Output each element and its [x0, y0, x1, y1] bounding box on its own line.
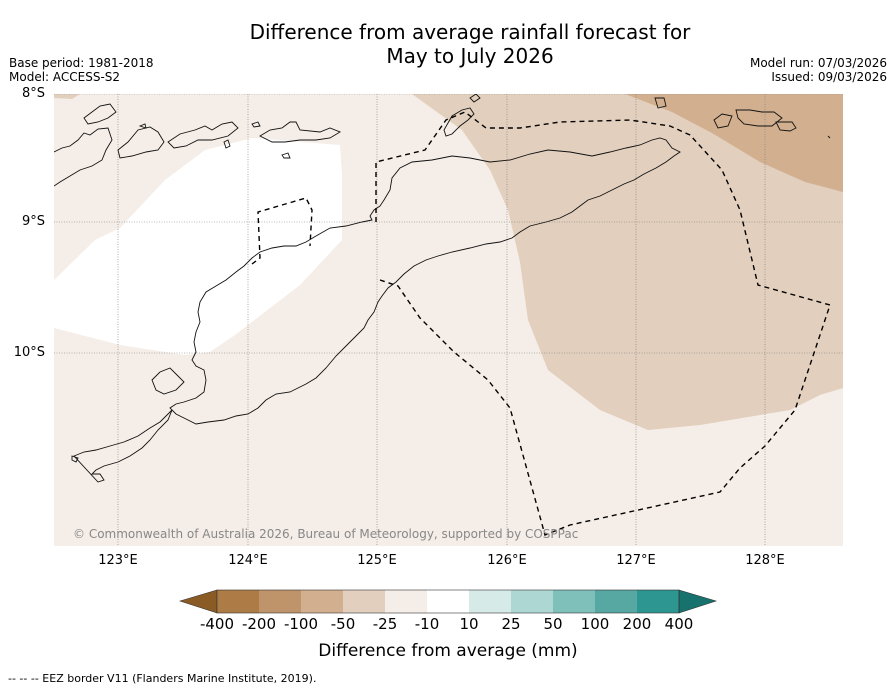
graticule	[54, 94, 843, 546]
region-top-strip	[54, 94, 80, 99]
coast-ndana	[71, 455, 79, 463]
colorbar-bin-11	[637, 590, 679, 613]
coast-pantar	[83, 103, 117, 125]
cb-tick-50: 50	[543, 615, 563, 633]
coastlines	[54, 94, 831, 483]
cb-tick-minus10: -10	[414, 615, 440, 633]
cb-tick-minus100: -100	[283, 615, 319, 633]
copyright-text: © Commonwealth of Australia 2026, Bureau…	[73, 527, 578, 541]
colorbar-bin-5	[385, 590, 427, 613]
coast-islet-c	[251, 121, 261, 128]
coast-flores-east	[54, 127, 113, 187]
region-near-average-white	[54, 138, 342, 355]
lon-label-126e: 126°E	[487, 553, 527, 568]
cb-tick-100: 100	[580, 615, 610, 633]
coast-islet-right	[827, 135, 831, 139]
colorbar-bin-2	[259, 590, 301, 613]
coast-adonara	[117, 126, 165, 159]
cb-tick-10: 10	[459, 615, 479, 633]
colorbar-bin-10	[595, 590, 637, 613]
coast-rote	[73, 409, 173, 483]
colorbar-frame	[216, 589, 680, 614]
coast-babar-b	[713, 113, 733, 129]
model-run-text: Model run: 07/03/2026	[749, 56, 887, 70]
cb-tick-25: 25	[501, 615, 521, 633]
colorbar-bin-8	[511, 590, 553, 613]
colorbar-bin-7	[469, 590, 511, 613]
model-text: Model: ACCESS-S2	[9, 70, 121, 84]
meta-right: Model run: 07/03/2026 Issued: 09/03/2026	[750, 56, 887, 84]
cb-tick-minus25: -25	[372, 615, 398, 633]
eez-border-oecusse	[251, 197, 313, 265]
issued-text: Issued: 09/03/2026	[771, 70, 887, 84]
lat-label-9s: 9°S	[21, 214, 45, 229]
lon-label-128e: 128°E	[745, 553, 785, 568]
lat-label-10s: 10°S	[13, 345, 45, 360]
lon-label-127e: 127°E	[616, 553, 656, 568]
cb-tick-minus200: -200	[241, 615, 277, 633]
colorbar	[178, 589, 718, 614]
chart-title: Difference from average rainfall forecas…	[0, 20, 896, 68]
region-minus100	[625, 94, 843, 192]
colorbar-bin-1	[217, 590, 259, 613]
eez-border-timor-leste	[375, 111, 831, 536]
lon-label-123e: 123°E	[98, 553, 138, 568]
coast-lembata	[167, 121, 239, 149]
cb-tick-200: 200	[622, 615, 652, 633]
coast-babar-a	[654, 97, 667, 109]
coast-islet-b	[281, 152, 291, 159]
colorbar-extend-high	[678, 589, 718, 614]
coast-islet-a	[223, 139, 231, 149]
chart-title-line1: Difference from average rainfall forecas…	[249, 20, 691, 44]
coast-timor	[169, 137, 681, 425]
cb-tick-400: 400	[664, 615, 694, 633]
colorbar-extend-low	[178, 589, 218, 614]
cb-tick-minus400: -400	[199, 615, 235, 633]
eez-border	[251, 111, 831, 536]
lon-label-125e: 125°E	[357, 553, 397, 568]
footer-eez-note: -- -- -- EEZ border V11 (Flanders Marine…	[8, 672, 317, 685]
chart-title-line2: May to July 2026	[386, 44, 554, 68]
lat-label-8s: 8°S	[21, 86, 45, 101]
coast-semau	[151, 367, 185, 395]
lon-label-124e: 124°E	[228, 553, 268, 568]
region-minus50	[412, 94, 843, 430]
coast-alor	[259, 121, 342, 143]
coast-islet-wetar	[469, 94, 481, 103]
coast-babar-d	[775, 121, 797, 132]
colorbar-bin-4	[343, 590, 385, 613]
meta-left: Base period: 1981-2018 Model: ACCESS-S2	[9, 56, 154, 84]
cb-tick-minus50: -50	[330, 615, 356, 633]
base-period-text: Base period: 1981-2018	[9, 56, 154, 70]
coast-islet-d	[138, 123, 147, 129]
colorbar-bin-6	[427, 590, 469, 613]
colorbar-bin-9	[553, 590, 595, 613]
colorbar-bin-3	[301, 590, 343, 613]
colorbar-title: Difference from average (mm)	[318, 641, 578, 661]
